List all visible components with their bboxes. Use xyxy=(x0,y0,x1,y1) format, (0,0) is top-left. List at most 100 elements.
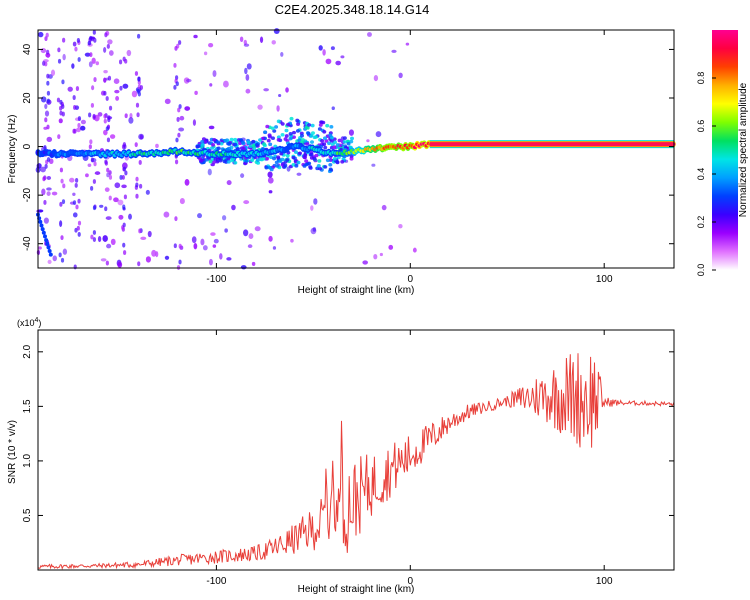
spectrogram-streak xyxy=(178,243,182,249)
spectrogram-streak xyxy=(77,198,81,204)
spectrogram-speckle xyxy=(47,259,52,265)
spectrogram-speckle xyxy=(268,235,273,242)
spectrogram-cloud xyxy=(350,136,355,141)
spectrogram-speckle xyxy=(223,80,229,88)
spectrogram-cloud xyxy=(318,123,323,127)
spectrogram-speckle xyxy=(105,216,112,220)
spectrogram-cloud xyxy=(328,133,333,137)
spectrogram-streak xyxy=(77,232,81,237)
spectrogram-speckle xyxy=(91,57,96,64)
spectrogram-cloud xyxy=(325,158,330,163)
spectrogram-speckle xyxy=(247,244,253,249)
spectrogram-streak xyxy=(104,160,108,166)
spectrogram-cloud xyxy=(299,133,304,138)
spectrogram-cloud xyxy=(285,158,290,162)
spectrogram-speckle xyxy=(38,31,44,38)
spectrogram-cloud xyxy=(308,165,313,169)
spectrogram-streak xyxy=(135,182,139,188)
spectrogram-cloud xyxy=(304,159,309,163)
spectrogram-speckle xyxy=(50,69,56,76)
spectrogram-speckle xyxy=(80,125,86,131)
spectrogram-cloud xyxy=(244,159,249,163)
spectrogram-cloud xyxy=(332,140,337,145)
spectrogram-speckle xyxy=(219,253,223,260)
spectrogram-speckle xyxy=(202,245,208,251)
spectrogram-speckle xyxy=(186,78,192,83)
spectrogram-speckle xyxy=(330,46,335,51)
spectrogram-streak xyxy=(178,104,182,109)
spectrogram-streak xyxy=(92,205,97,211)
spectrogram-frame xyxy=(37,29,675,269)
spectrogram-cloud xyxy=(230,158,235,163)
spectrogram-streak xyxy=(124,58,128,64)
spectrogram-streak xyxy=(119,85,123,91)
spectrogram-tail xyxy=(47,249,52,253)
spectrogram-streak xyxy=(74,227,78,233)
spectrogram-cloud xyxy=(251,139,256,144)
spectrogram-cloud xyxy=(210,146,215,150)
spectrogram-streak xyxy=(56,97,61,103)
spectrogram-tail xyxy=(41,230,46,235)
spectrogram-speckle xyxy=(242,229,249,237)
spectrogram-cloud xyxy=(274,125,279,129)
spectrogram-cloud xyxy=(272,156,277,161)
spectrogram-speckle xyxy=(322,49,326,56)
spectrogram-streak xyxy=(138,228,142,234)
spectrogram-streak xyxy=(106,44,110,49)
spectrogram-speckle xyxy=(290,238,294,243)
spectrogram-cloud xyxy=(319,120,324,124)
spectrogram-cloud xyxy=(284,134,289,138)
spectrogram-cloud xyxy=(323,165,328,169)
spectrogram-speckle xyxy=(335,60,342,66)
spectrogram-speckle xyxy=(213,238,219,244)
colorbar-label: Normalized spectral amplitude xyxy=(738,82,749,217)
spectrogram-speckle xyxy=(131,90,138,98)
spectrogram-speckle xyxy=(128,116,134,124)
spectrogram-speckle xyxy=(40,96,47,103)
spectrogram-streak xyxy=(46,73,50,79)
spectrogram-speckle xyxy=(194,90,198,95)
spectrogram-tail xyxy=(40,227,45,232)
spectrogram-speckle xyxy=(388,244,394,250)
snr-ytick-label: 1.0 xyxy=(22,454,33,468)
spectrogram-cloud xyxy=(241,146,246,151)
spectrogram-cloud xyxy=(226,141,231,146)
spectrogram-marks xyxy=(35,28,676,270)
spectrogram-streak xyxy=(137,33,141,39)
spectrogram-speckle xyxy=(375,131,382,138)
spectrogram-streak xyxy=(136,88,140,94)
spectrogram-speckle xyxy=(72,192,76,196)
spectrogram-cloud xyxy=(317,127,322,131)
spectrogram-cloud xyxy=(251,143,256,148)
spectrogram-ytick-label: 40 xyxy=(22,43,33,55)
spectrogram-cloud xyxy=(268,142,273,147)
spectrogram-cloud xyxy=(196,144,201,149)
spectrogram-streak xyxy=(72,128,76,134)
spectrogram-speckle xyxy=(209,83,213,87)
spectrogram-streak xyxy=(89,35,93,41)
spectrogram-cloud xyxy=(332,145,337,149)
spectrogram-cloud xyxy=(306,131,311,136)
spectrogram-speckle xyxy=(226,180,232,186)
spectrogram-speckle xyxy=(224,228,228,233)
spectrogram-cloud xyxy=(346,141,351,146)
spectrogram-speckle xyxy=(222,215,227,221)
spectrogram-speckle xyxy=(366,139,370,143)
spectrogram-speckle xyxy=(40,166,46,173)
spectrogram-streak xyxy=(122,222,126,228)
spectrogram-speckle xyxy=(46,176,52,180)
spectrogram-cloud xyxy=(262,142,267,146)
spectrogram-streak xyxy=(124,170,128,176)
spectrogram-cloud xyxy=(212,137,217,142)
snr-series-line xyxy=(37,353,675,570)
spectrogram-streak xyxy=(89,139,93,145)
spectrogram-cloud xyxy=(312,135,317,140)
spectrogram-speckle xyxy=(381,204,387,211)
snr-xtick-label: 100 xyxy=(596,576,613,587)
spectrogram-cloud xyxy=(229,137,234,142)
spectrogram-speckle xyxy=(126,49,132,57)
spectrogram-streak xyxy=(59,167,64,173)
spectrogram-speckle xyxy=(212,244,217,248)
spectrogram-streak xyxy=(123,144,127,150)
spectrogram-speckle xyxy=(208,258,213,266)
